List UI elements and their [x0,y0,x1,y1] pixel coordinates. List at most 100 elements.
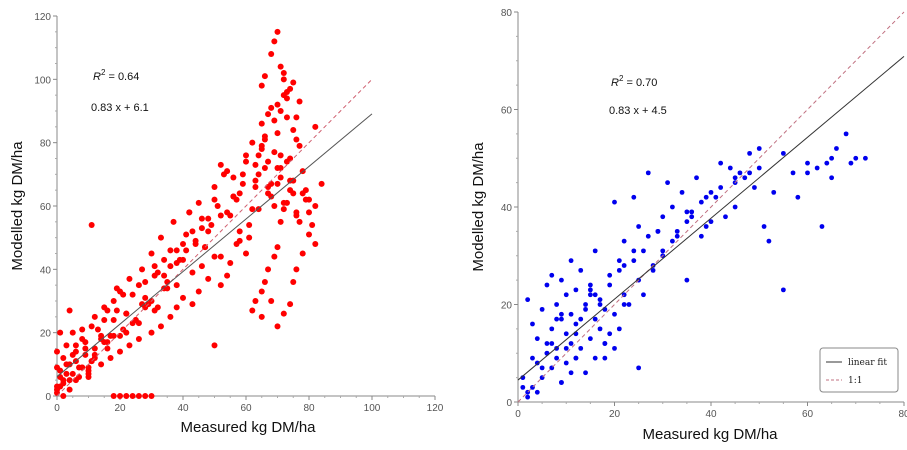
chart-panel-2: 0 20 40 60 80 0 20 40 60 80 Measured kg DM/ha Model… [470,8,907,443]
data-point [290,127,297,133]
data-point [274,323,281,330]
data-point [626,302,632,307]
data-point [261,165,268,171]
data-point [525,297,531,303]
data-point [277,165,284,171]
data-point [573,321,579,327]
data-point [274,28,281,35]
data-point [186,209,193,216]
data-point [312,241,319,247]
data-point [318,180,325,187]
data-point [268,298,275,304]
x-tick-label: 20 [114,403,126,414]
data-point [309,222,316,228]
data-point [703,194,709,200]
data-point [66,386,73,393]
data-point [780,287,786,293]
data-point [674,233,680,239]
data-point [665,180,670,186]
data-point [684,277,690,283]
data-point [559,316,564,322]
data-point [255,171,262,178]
data-point [252,161,259,168]
data-point [718,185,724,190]
data-point [636,365,642,371]
data-point [718,160,724,166]
data-point [151,307,158,314]
data-point [243,158,249,165]
data-point [597,302,603,307]
data-point [271,149,278,156]
r2-annotation: R2 = 0.64 [93,68,139,83]
fit-line [517,55,905,381]
data-point [573,355,579,361]
data-point [82,345,89,352]
data-point [824,160,830,166]
data-point [660,214,666,220]
identity-line [56,78,373,397]
data-point [293,212,300,219]
data-point [302,196,309,203]
data-point [539,365,545,371]
data-point [583,370,588,376]
data-point [727,165,733,171]
data-point [592,248,598,254]
y-tick-label: 40 [40,265,52,276]
data-point [612,311,617,317]
data-point [205,275,212,282]
y-axis-label: Modelled kg DM/ha [470,142,487,272]
data-point [183,247,190,254]
data-point [277,152,284,159]
data-point [135,320,142,327]
data-point [283,114,290,121]
data-point [161,256,168,263]
data-point [563,292,569,298]
data-point [530,355,535,361]
data-point [69,370,76,377]
data-point [148,329,155,336]
data-point [57,374,64,380]
data-point [559,277,564,283]
data-point [60,393,67,399]
data-point [173,247,180,254]
data-point [583,302,588,307]
y-tick-label: 20 [501,301,513,312]
data-point [612,345,617,351]
data-point [766,238,772,244]
data-point [296,98,303,105]
data-point [848,160,854,166]
data-point [117,348,123,355]
data-point [82,351,89,358]
data-point [530,321,535,327]
x-tick-label: 20 [609,409,621,420]
data-point [258,82,265,89]
data-point [208,222,215,228]
data-point [126,275,133,282]
data-point [689,209,695,215]
data-point [142,279,149,285]
data-point [85,370,92,377]
y-tick-label: 120 [34,12,51,23]
data-point [135,336,142,342]
y-tick-label: 0 [506,398,512,409]
data-point [224,272,231,279]
data-point [280,206,287,213]
data-point [180,294,186,301]
data-point [110,298,117,304]
data-point [224,168,231,175]
data-point [306,209,312,216]
data-point [805,170,810,176]
data-point [224,209,231,216]
data-point [756,146,762,151]
data-point [129,393,136,399]
data-point [258,313,265,320]
data-point [636,224,642,229]
data-point [679,189,685,195]
data-point [805,160,810,166]
data-point [148,250,155,257]
r2-annotation: R2 = 0.70 [611,74,657,89]
data-point [534,360,540,366]
data-point [113,285,120,292]
data-point [290,279,297,285]
